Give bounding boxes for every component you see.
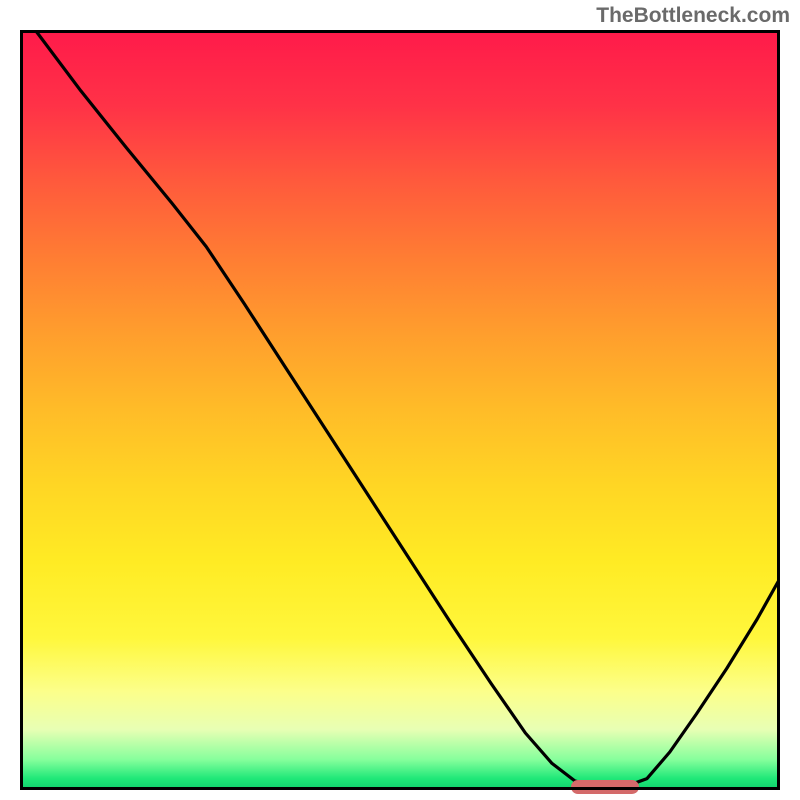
bottleneck-curve	[20, 30, 780, 790]
watermark-text: TheBottleneck.com	[596, 4, 790, 28]
plot-area	[20, 30, 780, 790]
optimal-range-marker	[571, 780, 639, 794]
